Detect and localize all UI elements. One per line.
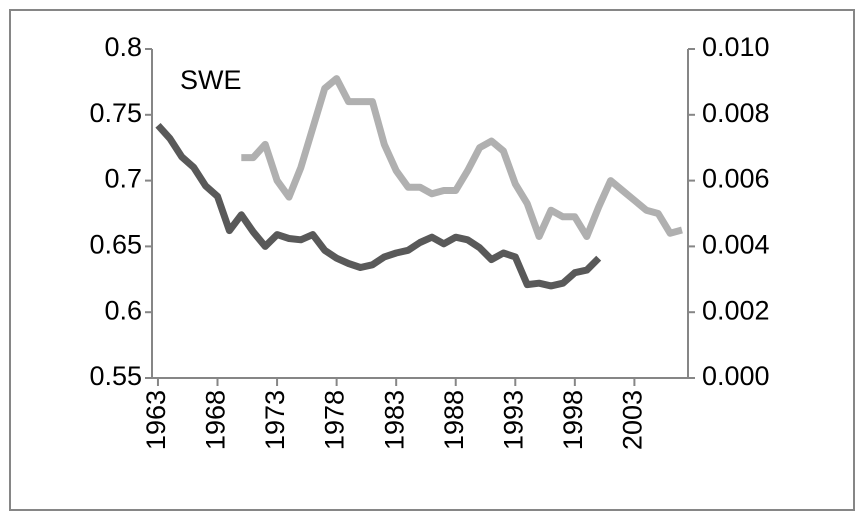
x-tick-label: 1978 <box>320 390 350 450</box>
y2-tick-label: 0.010 <box>702 32 770 62</box>
chart-border <box>9 9 855 511</box>
y-tick-label: 0.55 <box>89 361 142 391</box>
x-tick-label: 1963 <box>141 390 171 450</box>
x-tick-label: 2003 <box>618 390 648 450</box>
y-tick-label: 0.8 <box>104 32 142 62</box>
x-tick-label: 1998 <box>558 390 588 450</box>
y2-tick-label: 0.008 <box>702 98 770 128</box>
y2-tick-label: 0.004 <box>702 230 770 260</box>
y2-tick-label: 0.006 <box>702 164 770 194</box>
y-tick-label: 0.7 <box>104 164 142 194</box>
annotation: SWE <box>180 65 242 95</box>
y2-tick-label: 0.002 <box>702 295 770 325</box>
x-tick-label: 1988 <box>439 390 469 450</box>
x-tick-label: 1973 <box>260 390 290 450</box>
x-tick-label: 1968 <box>201 390 231 450</box>
x-tick-label: 1983 <box>379 390 409 450</box>
y-tick-label: 0.75 <box>89 98 142 128</box>
y-tick-label: 0.6 <box>104 295 142 325</box>
series-line <box>155 122 602 290</box>
y-tick-label: 0.65 <box>89 230 142 260</box>
series-line <box>241 75 683 240</box>
x-tick-label: 1993 <box>498 390 528 450</box>
y2-tick-label: 0.000 <box>702 361 770 391</box>
